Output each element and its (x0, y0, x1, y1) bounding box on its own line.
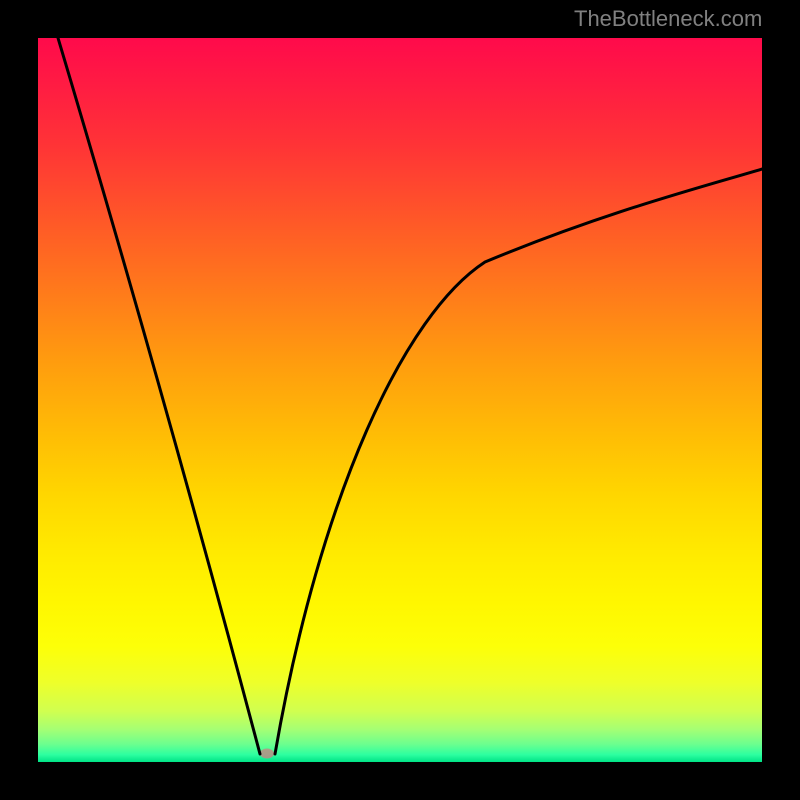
chart-container: TheBottleneck.com (0, 0, 800, 800)
curve-layer (38, 38, 762, 762)
plot-area (38, 38, 762, 762)
watermark-text: TheBottleneck.com (574, 6, 762, 32)
